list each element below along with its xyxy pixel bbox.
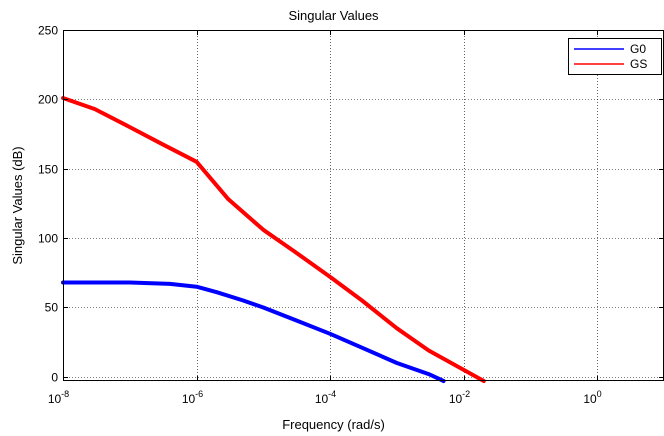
y-tick-label: 50 <box>45 301 59 315</box>
y-tick-label: 150 <box>38 163 58 177</box>
series-line-gs <box>61 96 486 383</box>
plot-area <box>63 30 664 381</box>
x-tick-label: 10-6 <box>182 389 203 406</box>
legend-box <box>568 38 662 75</box>
legend-label-gs: GS <box>630 57 647 71</box>
y-tick-labels: 0 50 100 150 200 250 <box>38 24 58 385</box>
x-tick-labels: 10-8 10-6 10-4 10-2 100 <box>48 389 602 406</box>
tick-layer <box>63 30 664 381</box>
y-tick-label: 100 <box>38 232 58 246</box>
x-tick-label: 10-8 <box>48 389 69 406</box>
x-axis-label: Frequency (rad/s) <box>282 417 385 432</box>
x-tick-label: 10-2 <box>449 389 470 406</box>
series-layer <box>61 96 486 383</box>
y-tick-label: 0 <box>51 371 58 385</box>
x-tick-label: 10-4 <box>315 389 336 406</box>
y-tick-label: 200 <box>38 93 58 107</box>
series-line-g0 <box>61 280 446 383</box>
legend-label-g0: G0 <box>630 42 646 56</box>
y-axis-label: Singular Values (dB) <box>10 146 25 264</box>
y-tick-label: 250 <box>38 24 58 38</box>
x-tick-label: 100 <box>583 389 601 406</box>
legend: G0 GS <box>568 38 662 75</box>
chart-title: Singular Values <box>288 8 379 23</box>
grid-layer <box>63 30 664 381</box>
